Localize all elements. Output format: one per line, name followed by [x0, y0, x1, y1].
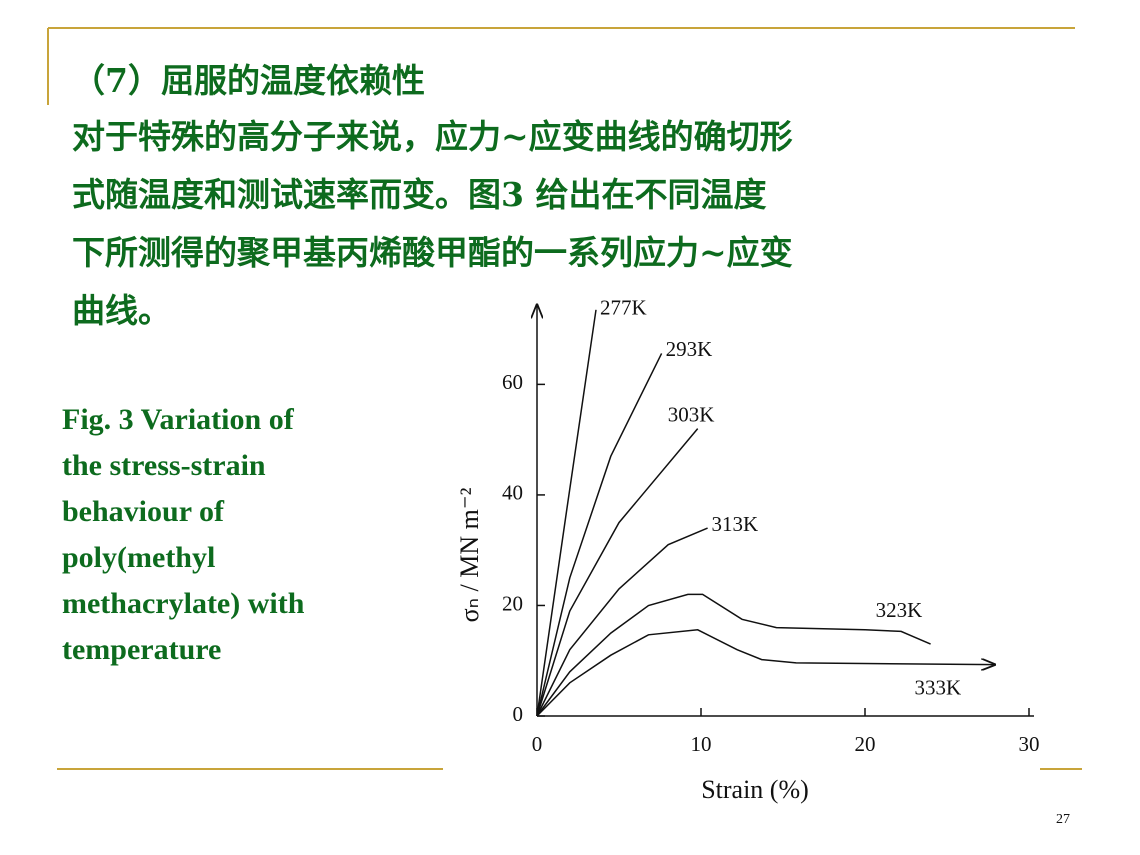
caption-line: Fig. 3 Variation of: [62, 403, 294, 436]
paragraph-line: 曲线。: [72, 291, 171, 330]
caption-line: methacrylate) with: [62, 587, 305, 620]
line-series: [536, 353, 663, 717]
x-tick-label: 20: [855, 732, 876, 756]
paragraph-line: 对于特殊的高分子来说，应力~应变曲线的确切形: [72, 117, 793, 156]
x-tick-label: 10: [691, 732, 712, 756]
slide-title: （7）屈服的温度依赖性: [72, 61, 425, 100]
caption-line: behaviour of: [62, 495, 224, 528]
series-label: 313K: [712, 512, 759, 536]
y-axis-label: σₙ / MN m⁻²: [455, 487, 484, 622]
caption-line: poly(methyl: [62, 541, 216, 574]
series-label: 333K: [915, 675, 962, 699]
series-label: 277K: [600, 296, 647, 320]
series-label: 323K: [876, 598, 923, 622]
x-axis-label: Strain (%): [701, 775, 809, 804]
x-tick-label: 0: [532, 732, 543, 756]
line-series: [536, 309, 597, 717]
caption-line: temperature: [62, 633, 222, 666]
x-tick-label: 30: [1019, 732, 1040, 756]
series-label: 303K: [668, 402, 715, 426]
paragraph-line: 式随温度和测试速率而变。图3 给出在不同温度: [72, 175, 767, 214]
line-series: [536, 428, 699, 717]
line-series: [536, 593, 931, 717]
line-series: [536, 527, 708, 717]
y-tick-label: 20: [502, 591, 523, 615]
y-tick-label: 40: [502, 481, 523, 505]
line-series: [536, 629, 995, 717]
y-tick-label: 0: [513, 702, 524, 726]
paragraph-line: 下所测得的聚甲基丙烯酸甲酯的一系列应力~应变: [72, 233, 793, 272]
caption-line: the stress-strain: [62, 449, 266, 482]
y-tick-label: 60: [502, 370, 523, 394]
series-label: 293K: [666, 337, 713, 361]
page-number: 27: [1056, 812, 1070, 827]
